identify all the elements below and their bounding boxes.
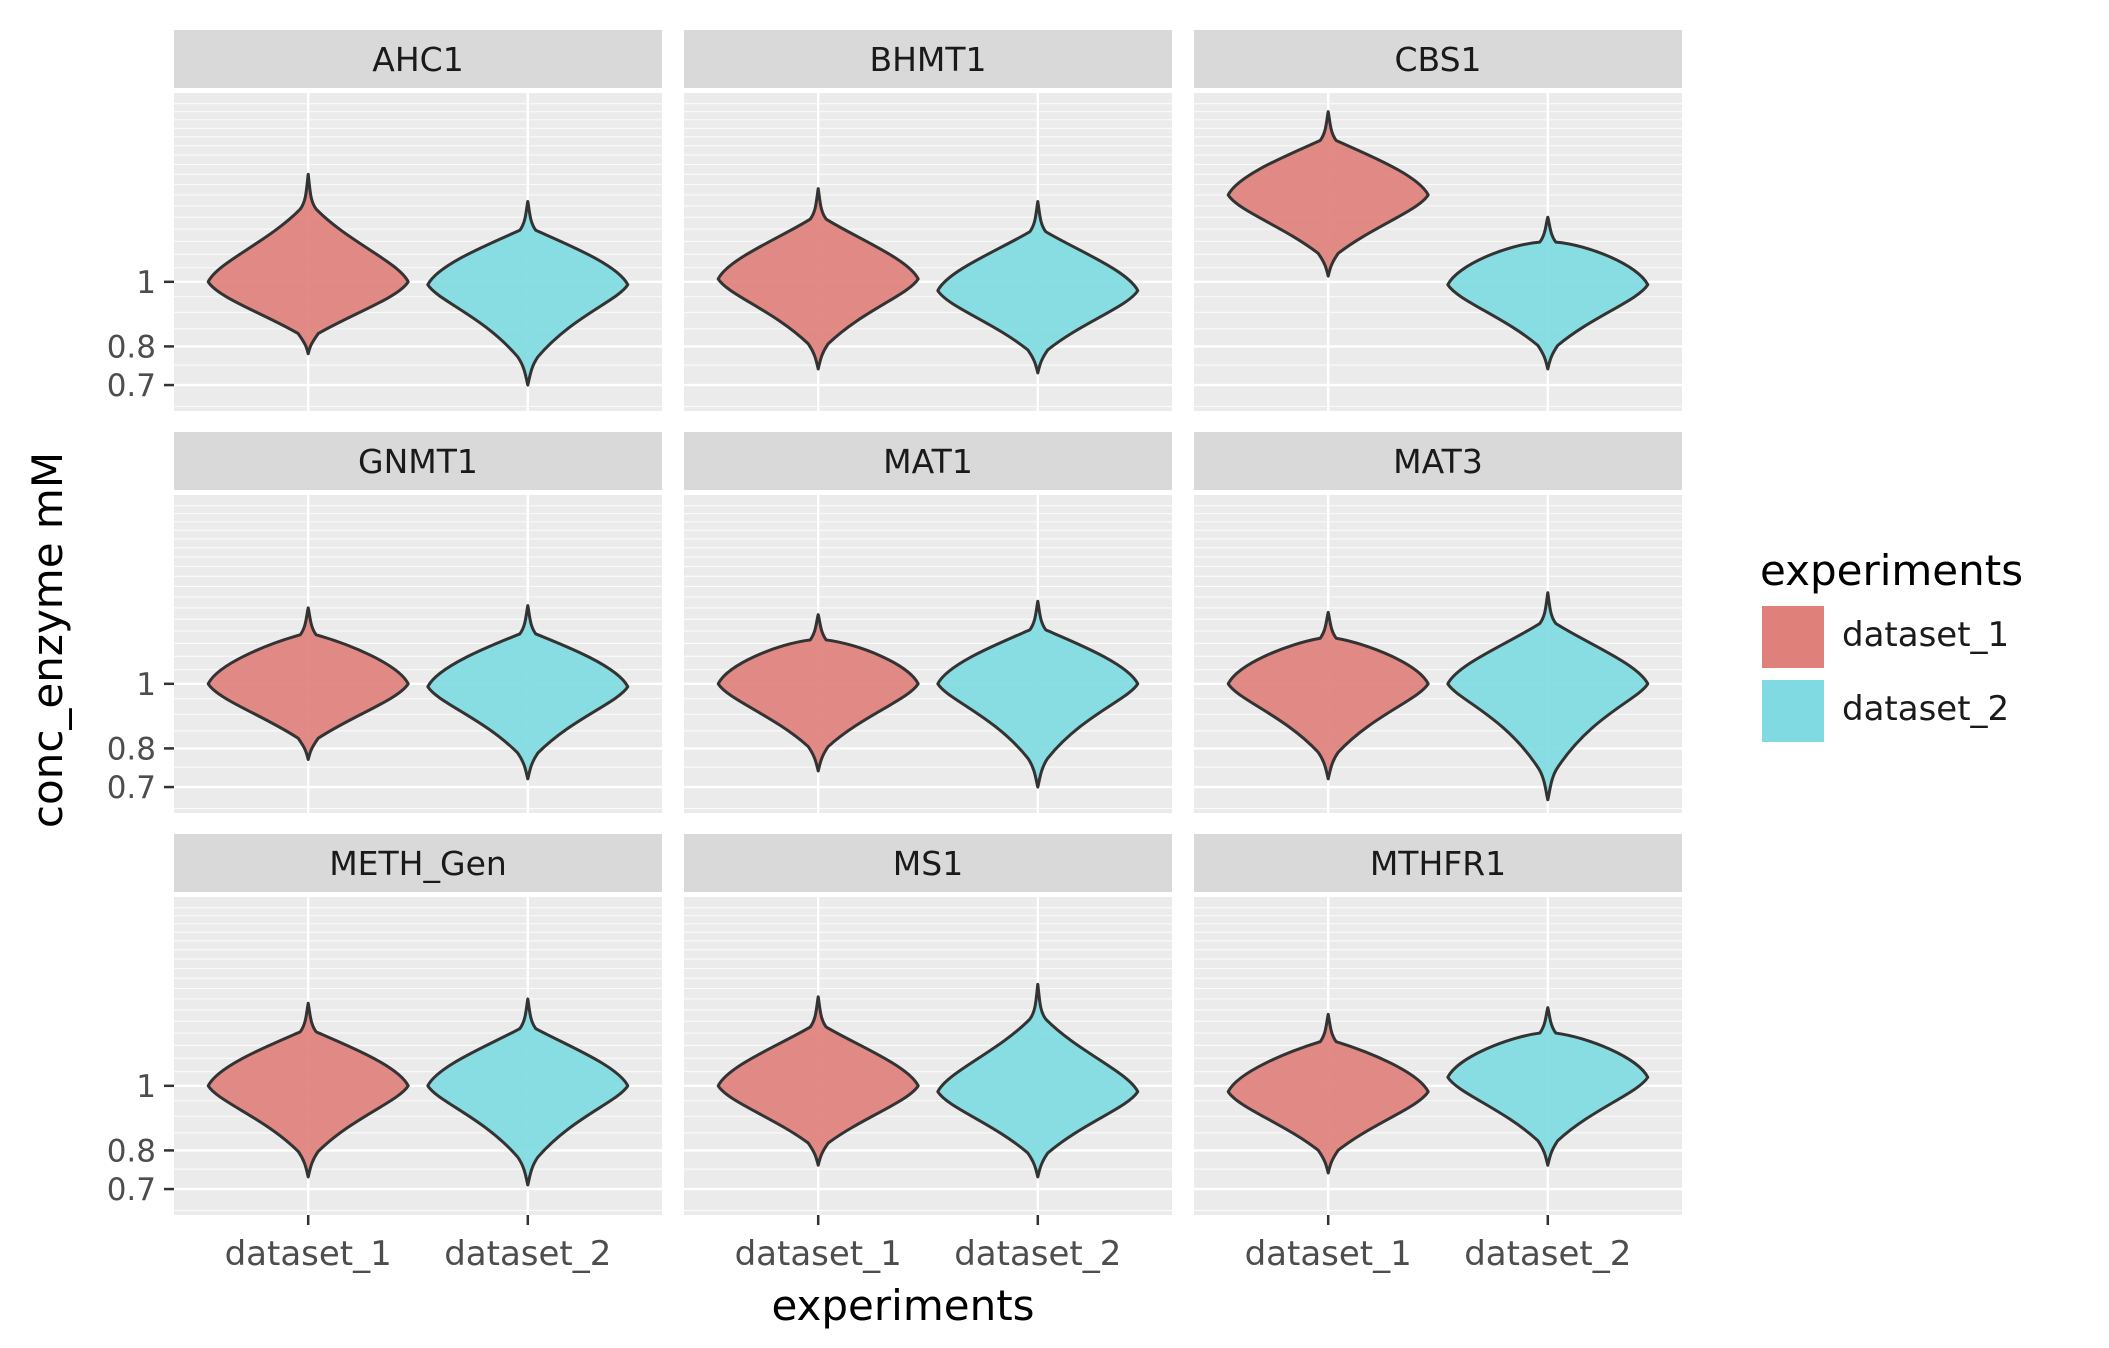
violin-dataset-2 [426, 604, 630, 781]
violin-dataset-1 [716, 187, 920, 371]
legend-label-dataset-2: dataset_2 [1842, 689, 2009, 729]
y-tick-label: 0.7 [107, 1172, 156, 1208]
legend-title: experiments [1760, 546, 2023, 595]
y-tick-label: 0.7 [107, 770, 156, 806]
facet-strip [174, 30, 662, 88]
x-tick-label: dataset_1 [735, 1234, 902, 1274]
facet-title: MAT3 [1393, 442, 1483, 481]
legend-key-dataset-2 [1762, 680, 1824, 742]
facet-panel-ms1: MS1 dataset_1 dataset_2 [684, 834, 1172, 1274]
x-tick-label: dataset_1 [1245, 1234, 1412, 1274]
violin-dataset-1 [716, 995, 920, 1167]
x-tick-label: dataset_2 [1464, 1234, 1631, 1274]
facet-strip [174, 432, 662, 490]
violin-dataset-1 [1226, 1012, 1430, 1175]
facet-panel-ahc1: AHC1 0.70.8 1 [107, 30, 662, 411]
facet-panel-meth_gen: METH_Gen 0.70.8 1 dataset_1 dataset_2 [107, 834, 662, 1274]
facet-title: MTHFR1 [1370, 844, 1506, 883]
y-axis-title: conc_enzyme mM [23, 452, 72, 828]
facet-title: GNMT1 [358, 442, 478, 481]
y-tick-label: 0.8 [107, 731, 156, 767]
x-axis-title: experiments [771, 1281, 1034, 1330]
facet-strip [684, 432, 1172, 490]
violin-dataset-2 [936, 982, 1140, 1179]
facet-strip [1194, 432, 1682, 490]
facet-title: METH_Gen [329, 844, 507, 883]
violin-dataset-1 [1226, 110, 1430, 278]
violin-dataset-2 [426, 199, 630, 387]
facet-panel-mat3: MAT3 [1194, 432, 1682, 813]
facet-title: MAT1 [883, 442, 973, 481]
violin-dataset-1 [206, 606, 410, 761]
legend-key-dataset-1 [1762, 606, 1824, 668]
facet-panel-gnmt1: GNMT1 0.70.8 1 [107, 432, 662, 813]
facet-title: BHMT1 [869, 40, 986, 79]
facet-title: AHC1 [372, 40, 463, 79]
facet-panel-bhmt1: BHMT1 [684, 30, 1172, 411]
violin-dataset-2 [936, 599, 1140, 789]
violin-dataset-2 [426, 997, 630, 1187]
y-tick-label: 0.8 [107, 329, 156, 365]
facet-title: MS1 [893, 844, 963, 883]
violin-dataset-1 [1226, 610, 1430, 781]
violin-dataset-1 [206, 1001, 410, 1179]
facet-panel-cbs1: CBS1 [1194, 30, 1682, 411]
violin-dataset-2 [1446, 215, 1650, 371]
violin-dataset-1 [716, 613, 920, 773]
violin-dataset-2 [1446, 591, 1650, 802]
violin-dataset-1 [206, 172, 410, 356]
facet-strip [1194, 30, 1682, 88]
panel-background [1194, 93, 1682, 411]
facet-title: CBS1 [1394, 40, 1481, 79]
facet-strip [684, 30, 1172, 88]
y-tick-label: 0.8 [107, 1133, 156, 1169]
y-tick-label: 1 [136, 1069, 156, 1105]
y-tick-label: 1 [136, 667, 156, 703]
x-tick-label: dataset_2 [954, 1234, 1121, 1274]
facet-strip [174, 834, 662, 892]
facet-panel-mat1: MAT1 [684, 432, 1172, 813]
legend: experiments dataset_1 dataset_2 [1760, 546, 2023, 742]
legend-label-dataset-1: dataset_1 [1842, 615, 2009, 655]
y-tick-label: 1 [136, 265, 156, 301]
x-tick-label: dataset_2 [444, 1234, 611, 1274]
violin-dataset-2 [936, 199, 1140, 375]
facet-panel-mthfr1: MTHFR1 dataset_1 dataset_2 [1194, 834, 1682, 1274]
facet-strip [1194, 834, 1682, 892]
x-tick-label: dataset_1 [225, 1234, 392, 1274]
violin-dataset-2 [1446, 1006, 1650, 1167]
y-tick-label: 0.7 [107, 368, 156, 404]
facet-strip [684, 834, 1172, 892]
